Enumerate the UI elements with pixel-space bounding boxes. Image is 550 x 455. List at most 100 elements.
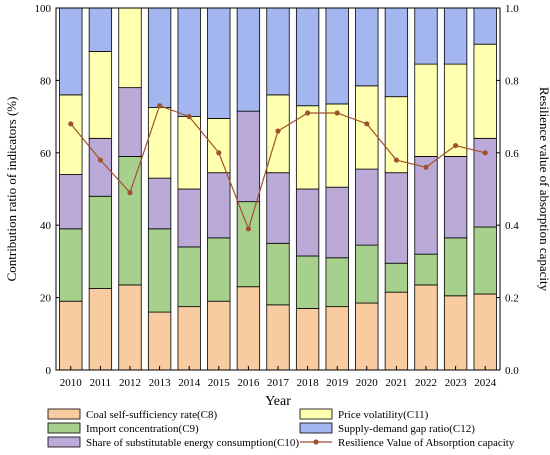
bar-2010-series-5 — [59, 7, 83, 96]
bar-2014-series-4 — [177, 116, 201, 190]
bar-2016-series-5 — [236, 7, 261, 112]
y-tick-label: 80 — [40, 75, 52, 87]
bar-2022-series-3 — [414, 156, 438, 255]
bar-2015-series-4 — [207, 118, 231, 174]
bar-2024-series-1 — [473, 293, 497, 371]
resilience-point-2011 — [97, 157, 103, 163]
resilience-point-2024 — [482, 150, 488, 156]
legend-swatch — [47, 408, 81, 420]
y-tick-label: 60 — [40, 148, 52, 160]
bar-2012-series-1 — [118, 284, 142, 371]
x-tick-label-2017: 2017 — [267, 377, 290, 389]
bar-2020-series-5 — [355, 7, 379, 87]
x-tick-label-2016: 2016 — [237, 377, 260, 389]
bar-2012-series-2 — [118, 156, 142, 286]
y2-tick-label: 0.0 — [505, 365, 519, 377]
legend-label: Supply-demand gap ratio(C12) — [338, 423, 475, 435]
y2-tick-label: 0.8 — [505, 75, 519, 87]
x-tick-label-2023: 2023 — [445, 377, 468, 389]
bar-2011-series-3 — [88, 137, 113, 197]
x-tick-label-2024: 2024 — [474, 377, 497, 389]
x-tick-label-2013: 2013 — [149, 377, 172, 389]
bar-2011-series-2 — [88, 195, 113, 289]
bar-2024-series-5 — [473, 7, 497, 45]
x-tick-label-2022: 2022 — [415, 377, 437, 389]
bar-2015-series-5 — [207, 7, 231, 119]
bar-2017-series-5 — [266, 7, 290, 96]
bar-2023-series-2 — [443, 237, 468, 297]
bar-2013-series-2 — [147, 228, 172, 313]
x-tick-label-2010: 2010 — [60, 377, 83, 389]
bar-2016-series-2 — [236, 201, 261, 288]
bar-2015-series-2 — [207, 237, 231, 302]
bar-2022-series-5 — [414, 7, 438, 65]
x-tick-label-2018: 2018 — [297, 377, 320, 389]
bar-2024-series-2 — [473, 226, 497, 295]
x-tick-label-2014: 2014 — [178, 377, 201, 389]
bar-2010-series-1 — [59, 300, 83, 371]
y-tick-label: 100 — [35, 3, 52, 15]
bar-2017-series-1 — [266, 304, 290, 371]
bar-2011-series-5 — [88, 7, 113, 52]
x-tick-label-2020: 2020 — [356, 377, 379, 389]
resilience-point-2020 — [364, 121, 370, 127]
bar-2019-series-1 — [325, 306, 349, 371]
bar-2021-series-1 — [384, 291, 409, 371]
resilience-point-2010 — [68, 121, 74, 127]
bar-2019-series-2 — [325, 257, 349, 308]
resilience-point-2022 — [423, 164, 429, 170]
bar-2018-series-3 — [295, 188, 320, 257]
bar-2014-series-2 — [177, 246, 201, 308]
bar-2015-series-1 — [207, 300, 231, 371]
bar-2016-series-3 — [236, 110, 261, 203]
bar-2017-series-2 — [266, 242, 290, 306]
resilience-point-2012 — [127, 190, 133, 196]
resilience-point-2021 — [393, 157, 399, 163]
bar-2016-series-1 — [236, 286, 261, 371]
legend-label: Price volatility(C11) — [338, 409, 429, 421]
bar-2023-series-4 — [443, 63, 468, 157]
legend: Coal self-sufficiency rate(C8) Price vola… — [47, 408, 515, 449]
x-axis-label: Year — [265, 394, 291, 409]
resilience-point-2023 — [453, 142, 459, 149]
x-tick-label-2015: 2015 — [208, 377, 231, 389]
bar-2020-series-1 — [355, 302, 379, 371]
legend-swatch — [299, 422, 333, 434]
bar-2013-series-1 — [147, 311, 172, 371]
bar-2021-series-3 — [384, 172, 409, 264]
resilience-point-2013 — [157, 103, 163, 109]
y2-tick-label: 0.4 — [505, 220, 519, 232]
bar-2014-series-3 — [177, 188, 201, 248]
bar-2023-series-1 — [443, 295, 468, 371]
legend-label: Share of substitutable energy consumptio… — [86, 437, 299, 449]
bar-2020-series-3 — [355, 168, 379, 246]
resilience-point-2014 — [186, 114, 192, 120]
bar-2019-series-5 — [325, 7, 349, 105]
bar-2020-series-2 — [355, 244, 379, 304]
resilience-point-2019 — [334, 110, 340, 116]
bar-2010-series-4 — [59, 94, 83, 175]
bar-2020-series-4 — [355, 85, 379, 170]
bar-2021-series-5 — [384, 7, 409, 98]
x-tick-label-2019: 2019 — [326, 377, 349, 389]
bar-2015-series-3 — [207, 172, 231, 239]
y-axis-label: Contribution ratio of indicators (%) — [4, 97, 19, 282]
bar-2010-series-2 — [59, 228, 83, 302]
legend-label: Resilience Value of Absorption capacity — [338, 437, 515, 449]
bar-2022-series-2 — [414, 253, 438, 286]
bar-2014-series-5 — [177, 7, 201, 117]
axes-layer: 0 20 40 60 80 100 0.0 0.2 0.4 0.6 0.8 1.0 2010 2011 20… — [35, 3, 520, 389]
resilience-point-2018 — [305, 110, 311, 116]
y-tick-label: 20 — [40, 293, 52, 305]
bar-2012-series-3 — [118, 87, 142, 157]
bar-2011-series-1 — [88, 288, 113, 371]
bar-2017-series-3 — [266, 172, 290, 244]
bar-2013-series-3 — [147, 177, 172, 230]
bar-2014-series-1 — [177, 306, 201, 371]
bar-2023-series-3 — [443, 156, 468, 239]
line-layer — [68, 103, 488, 232]
legend-swatch — [299, 408, 333, 420]
y-tick-label: 40 — [40, 220, 52, 232]
bar-2022-series-4 — [414, 63, 438, 157]
